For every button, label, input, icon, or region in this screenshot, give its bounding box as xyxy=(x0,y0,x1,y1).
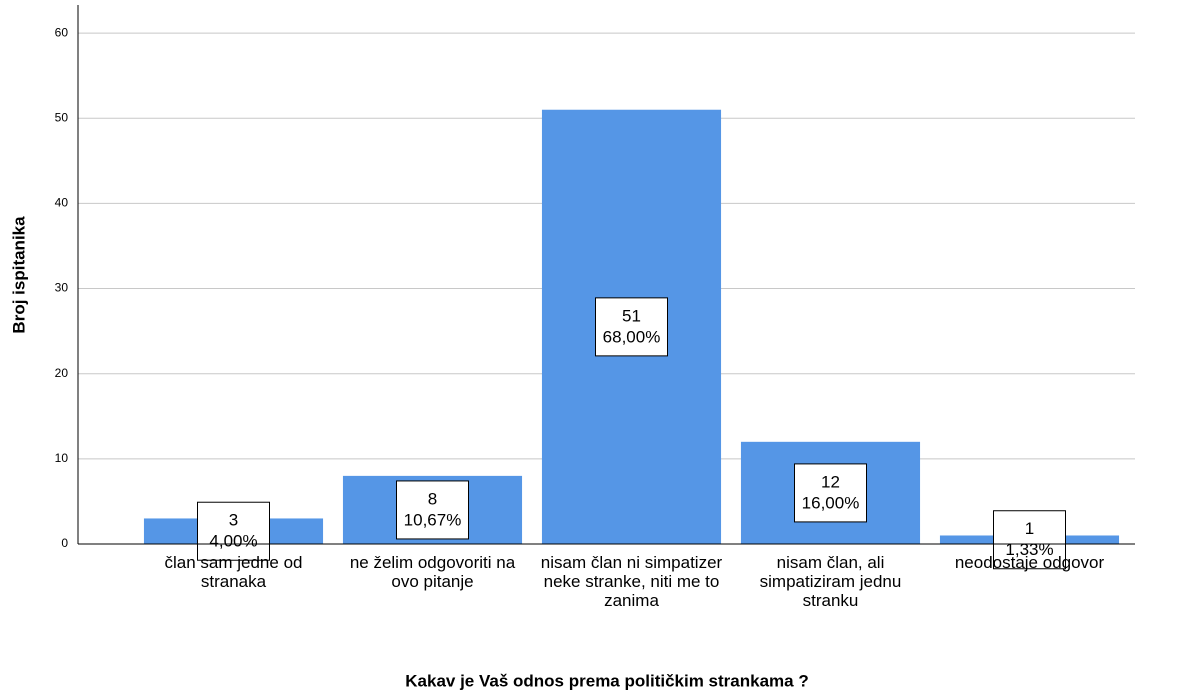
x-tick-label: neodostaje odgovor xyxy=(954,553,1105,572)
y-tick-label: 0 xyxy=(61,536,68,550)
x-tick-label: član sam jedne od stranaka xyxy=(164,553,303,591)
data-label-box xyxy=(794,463,867,523)
y-tick-label: 20 xyxy=(55,366,69,380)
y-tick-label: 10 xyxy=(55,451,69,465)
x-tick-label: nisam član, ali simpatiziram jednu stran… xyxy=(759,553,902,610)
data-label-percent: 4,00% xyxy=(209,532,257,551)
data-label-count: 1 xyxy=(1025,519,1034,538)
y-tick-label: 30 xyxy=(55,281,69,295)
data-label-count: 12 xyxy=(821,472,840,491)
data-label-percent: 16,00% xyxy=(802,493,860,512)
data-label-box xyxy=(396,480,469,540)
x-tick-label: ne želim odgovoriti na ovo pitanje xyxy=(349,553,516,591)
data-label-box xyxy=(595,297,668,357)
data-label-percent: 1,33% xyxy=(1005,540,1053,559)
data-label-percent: 10,67% xyxy=(404,510,462,529)
data-label-percent: 68,00% xyxy=(603,327,661,346)
x-tick-label: nisam član ni simpatizer neke stranke, n… xyxy=(540,553,723,610)
data-label-box xyxy=(197,501,270,561)
y-tick-label: 50 xyxy=(55,110,69,124)
data-label-count: 3 xyxy=(229,511,238,530)
x-axis-title: Kakav je Vaš odnos prema političkim stra… xyxy=(405,671,808,690)
data-label-count: 8 xyxy=(428,489,437,508)
y-tick-label: 60 xyxy=(55,25,69,39)
y-axis-title: Broj ispitanika xyxy=(9,216,28,334)
data-label-box xyxy=(993,510,1066,570)
data-label-count: 51 xyxy=(622,306,641,325)
y-tick-label: 40 xyxy=(55,196,69,210)
